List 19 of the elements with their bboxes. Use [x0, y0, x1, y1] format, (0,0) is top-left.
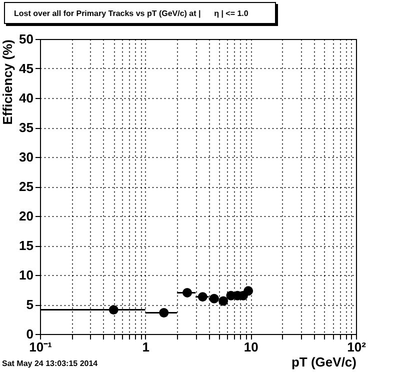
- x-tick-label: 1: [142, 340, 150, 354]
- x-tick-label: 10⁻¹: [29, 340, 52, 354]
- chart-title: Lost over all for Primary Tracks vs pT (GeV/c) at | η | <= 1.0: [4, 2, 276, 24]
- y-tick-label: 30: [19, 150, 34, 164]
- y-tick-label: 50: [19, 32, 34, 46]
- y-axis-title: Efficiency (%): [0, 40, 16, 125]
- y-tick-label: 40: [19, 90, 34, 106]
- x-tick-label: 10: [244, 340, 258, 354]
- y-tick-label: 25: [19, 179, 34, 194]
- y-tick-label: 45: [19, 61, 34, 76]
- x-axis-title: pT (GeV/c): [291, 354, 356, 370]
- text: Sat May 24 13:03:15 2014: [2, 359, 98, 368]
- y-tick-label: 5: [26, 297, 34, 312]
- y-tick-label: 15: [19, 238, 34, 253]
- x-tick-label: 10²: [347, 340, 367, 354]
- y-tick-label: 35: [19, 120, 34, 135]
- y-tick-label: 20: [19, 208, 34, 224]
- y-tick-label: 10: [19, 268, 34, 282]
- y-tick-label: 0: [26, 326, 34, 342]
